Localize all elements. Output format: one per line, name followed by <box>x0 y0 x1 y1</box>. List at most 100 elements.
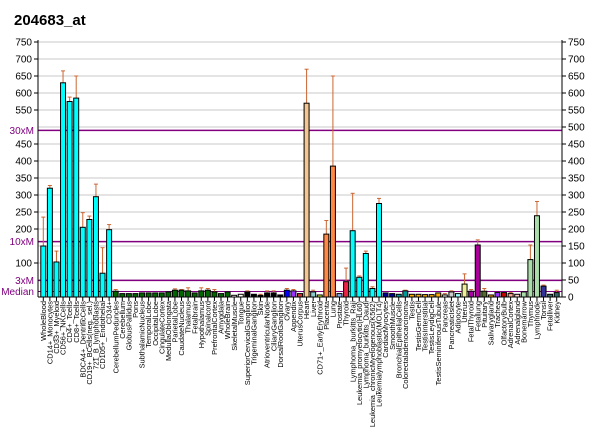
x-tick-label: AdrenalCortex <box>506 301 515 349</box>
left-tick-label: 100 <box>15 259 32 270</box>
left-tick-label: 450 <box>15 140 32 151</box>
bar-bonemarrow <box>520 291 527 298</box>
bar-pituitary <box>481 290 488 298</box>
right-tick-label: 550 <box>568 106 585 117</box>
chart-title: 204683_at <box>14 12 86 29</box>
x-tick-label: CardiacMyocytes <box>381 301 390 358</box>
bar-leukemia-chronicmyelogenous-k562- <box>369 288 376 298</box>
bar-lung <box>329 165 336 298</box>
bar-cingulatecortex <box>158 292 165 298</box>
bar-fetallung <box>474 244 481 298</box>
x-tick-label: Prostate <box>335 301 344 329</box>
bar-bdca4-dentriticcells <box>79 226 86 298</box>
x-tick-label: Tongue <box>236 301 245 325</box>
x-tick-label: Thyroid <box>342 301 351 326</box>
bar-smoothmuscle <box>389 293 396 298</box>
bar-leukemialymphoblastic-molt4- <box>375 203 382 298</box>
x-tick-label: CD33+_Myeloid <box>52 301 61 354</box>
x-tick-label: Fetalliver <box>546 300 555 331</box>
left-tick-label: 400 <box>15 157 32 168</box>
x-tick-label: Heart <box>302 301 311 319</box>
bar-olfactorybulb <box>501 292 508 298</box>
x-tick-label: CD71+_EarlyErythroid <box>315 301 324 375</box>
right-tick-label: 350 <box>568 174 585 185</box>
x-tick-label: OccipitalLobe <box>151 301 160 346</box>
x-tick-labels: WholeBloodCD14+_MonocytesCD33+_MyeloidCD… <box>39 300 561 427</box>
x-tick-label: Hypothalamus <box>197 301 206 349</box>
bar-superiorcervicalganglion <box>244 291 251 298</box>
x-tick-label: SmoothMuscle <box>388 301 397 350</box>
x-tick-label: Leukemialymphoblastic(MOLT4) <box>375 301 384 407</box>
x-tick-label: CD56+_NKCells <box>59 301 68 355</box>
x-tick-label: Fetallung <box>473 301 482 331</box>
bar-colorectaladenocarcinoma <box>402 290 409 298</box>
bar-cd4-tcells <box>66 101 73 298</box>
x-tick-label: CD8+_Tcells <box>72 301 81 343</box>
x-tick-label: Placenta <box>322 300 331 330</box>
bar-spinalcord <box>204 289 211 298</box>
bar-lymphoma-burkitts-raji <box>349 230 356 298</box>
x-tick-label: Spinalcord <box>203 301 212 336</box>
x-tick-label: Amygdala <box>217 300 226 334</box>
reference-lines <box>38 129 562 293</box>
bar-leukemia-promyelocytic-hl60- <box>356 276 363 298</box>
x-tick-label: PrefrontalCortex <box>210 301 219 355</box>
x-tick-label: CD19+_BCells(neg._sel.) <box>85 301 94 385</box>
bar-cerebellum <box>119 293 126 298</box>
right-tick-label: 750 <box>568 38 585 49</box>
bar-lymphoma-burkitts-daudi <box>362 252 369 298</box>
x-tick-label: TemporalLobe <box>144 301 153 348</box>
bar-wholeblood <box>40 245 47 298</box>
x-tick-label: SubthalamicNucleus <box>138 301 147 369</box>
x-tick-label: CingulateCortex <box>157 301 166 354</box>
left-tick-label: 250 <box>15 208 32 219</box>
bar-cardiacmyocytes <box>382 292 389 298</box>
right-tick-label: 400 <box>568 157 585 168</box>
right-tick-label: 450 <box>568 140 585 151</box>
x-tick-label: 721_B_lymphoblasts <box>92 301 101 370</box>
x-tick-label: Skin <box>256 301 265 315</box>
x-tick-label: TestisInterstitial <box>421 301 430 352</box>
x-tick-label: DorsalRootGanglion <box>276 301 285 368</box>
x-tick-label: BDCA4+_DentriticCells <box>78 301 87 378</box>
gridlines <box>38 41 562 298</box>
x-tick-label: Pituitary <box>480 301 489 328</box>
x-tick-label: Uterus <box>460 301 469 323</box>
x-tick-label: ParietalLobe <box>171 301 180 343</box>
bar-appendix <box>290 290 297 298</box>
x-tick-label: Adipocyte <box>454 301 463 333</box>
bar-globuspallidus <box>125 293 132 298</box>
x-tick-label: SuperiorCervicalGanglion <box>243 301 252 385</box>
bar-temporallobe <box>145 292 152 298</box>
bar-liver <box>310 291 317 298</box>
bar-pons <box>132 293 139 298</box>
x-tick-label: FetalThyroid <box>467 301 476 342</box>
left-tick-label: 200 <box>15 225 32 236</box>
right-tick-label: 100 <box>568 259 585 270</box>
x-tick-label: Fetalbrain <box>190 301 199 334</box>
x-tick-label: Bonemarrow <box>519 300 528 343</box>
bar-occipitallobe <box>152 292 159 298</box>
x-tick-label: MedullaOblongata <box>164 300 173 361</box>
x-tick-label: CD34+ <box>105 301 114 324</box>
x-tick-label: Salivarygland <box>486 301 495 345</box>
bar-uterus <box>461 283 468 298</box>
x-tick-label: CiliaryGanglion <box>269 301 278 351</box>
x-tick-label: Lung <box>329 301 338 317</box>
left-tick-label: 600 <box>15 89 32 100</box>
left-tick-label: 550 <box>15 106 32 117</box>
bar-wholebrain <box>224 291 231 298</box>
x-tick-label: Tonsil <box>539 301 548 320</box>
bar-cd8-tcells <box>73 97 80 298</box>
x-tick-label: TestisSeminiferousTubule <box>434 301 443 385</box>
bar-cd33-myeloid <box>53 261 60 298</box>
bar-ciliaryganglion <box>270 292 277 298</box>
x-tick-label: WholeBlood <box>39 301 48 341</box>
bar-atrioventricularnode <box>264 292 271 298</box>
x-tick-label: Lymphnode <box>533 301 542 339</box>
x-tick-label: WholeBrain <box>223 301 232 339</box>
x-tick-label: BronchialEpithelialCells <box>394 301 403 379</box>
bar-cd56-nkcells <box>60 82 67 298</box>
x-tick-label: CD4+_Tcells <box>65 301 74 343</box>
